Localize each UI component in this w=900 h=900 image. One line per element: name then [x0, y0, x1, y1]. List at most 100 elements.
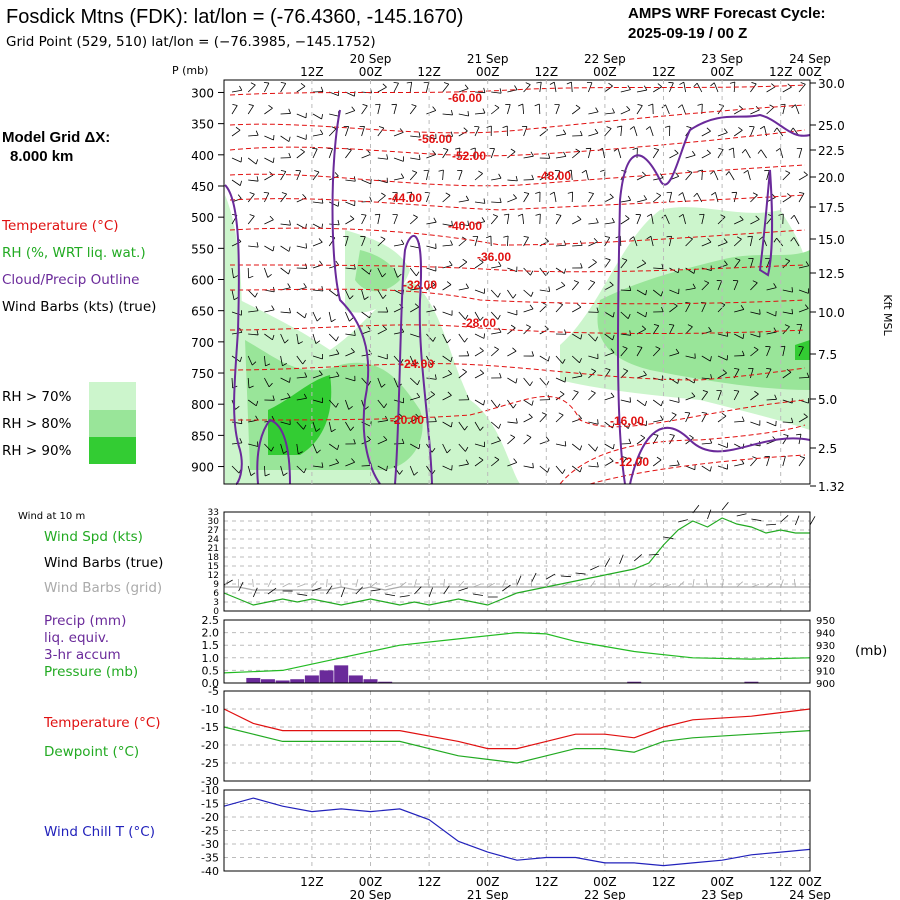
panel-frame	[223, 511, 811, 612]
wind-barb	[296, 263, 308, 269]
barb-shaft	[649, 126, 654, 137]
barb-flag	[547, 153, 551, 159]
barb-flag	[304, 263, 308, 269]
temp-contour	[229, 264, 806, 273]
wind-barb	[474, 217, 486, 225]
wind-barb	[717, 355, 728, 361]
barb-flag	[645, 311, 648, 318]
barb-flag	[512, 347, 517, 352]
barb-shaft	[329, 462, 339, 467]
barb-flag	[337, 444, 340, 450]
barb-shaft	[555, 304, 564, 313]
wind-barb	[572, 263, 583, 269]
kft-tick-label: 10.0	[818, 306, 845, 320]
barb-flag	[612, 335, 615, 341]
wind-barb	[571, 104, 581, 115]
barb-shaft	[793, 237, 800, 247]
wind-barb	[620, 330, 632, 336]
wind-barb	[409, 377, 420, 386]
barb-flag	[510, 434, 516, 438]
wind-barb	[653, 306, 664, 313]
kft-tick-label: 20.0	[818, 171, 845, 185]
barb-shaft	[717, 132, 728, 137]
barb-shaft	[280, 135, 290, 142]
barb-shaft	[474, 126, 480, 137]
wind-barb	[361, 104, 368, 115]
barb-flag	[423, 169, 429, 172]
wind-barb	[377, 83, 387, 93]
wind-barb	[312, 286, 324, 292]
barb-shaft	[522, 214, 524, 225]
precip-bar	[334, 665, 349, 683]
barb-shaft	[458, 130, 468, 137]
barb-flag	[383, 435, 388, 441]
wind-barb	[555, 267, 566, 274]
barb-flag	[660, 401, 664, 407]
barb-flag	[255, 306, 259, 311]
cross-section-frame	[223, 79, 811, 485]
wind-barb	[280, 192, 287, 203]
barb-flag	[316, 317, 322, 322]
barb-flag	[541, 412, 547, 416]
barb-shaft	[539, 240, 549, 247]
wind-barb-grid	[633, 579, 638, 588]
legend-cloud: Cloud/Precip Outline	[2, 272, 139, 288]
wind-barb	[523, 351, 534, 357]
time-label-top: 12Z	[535, 65, 559, 79]
barb-shaft	[490, 148, 495, 159]
barb-shaft	[572, 375, 583, 379]
wind-barb	[361, 178, 372, 185]
date-label-bottom: 23 Sep	[701, 888, 743, 900]
precip-tick-label: 0.5	[202, 664, 220, 677]
barb-flag	[331, 126, 337, 130]
wind-barb	[426, 150, 437, 159]
wind-barb	[604, 281, 614, 291]
barb-shaft	[442, 311, 453, 316]
barb-shaft	[248, 134, 259, 137]
barb-shaft	[345, 236, 349, 247]
barb-shaft	[328, 443, 338, 451]
rh70-swatch	[89, 382, 136, 410]
barb-flag	[606, 126, 612, 129]
barb-flag	[660, 173, 664, 179]
barb-flag	[724, 260, 728, 265]
wind-barb	[572, 303, 582, 313]
barb-shaft	[296, 113, 307, 119]
time-label-top: 12Z	[652, 65, 676, 79]
barb-shaft	[312, 355, 323, 360]
barb-flag	[629, 236, 634, 241]
wind-barb	[685, 170, 693, 181]
barb-shaft	[633, 126, 638, 137]
wind-barb	[474, 108, 486, 115]
barb-shaft	[555, 465, 563, 474]
barb-shaft	[571, 107, 581, 115]
barb-shaft	[555, 267, 565, 274]
wind-barb	[661, 104, 670, 115]
barb-shaft	[750, 194, 758, 203]
barb-shaft	[393, 157, 404, 162]
barb-shaft	[247, 215, 255, 225]
barb-shaft	[377, 399, 385, 409]
dewpoint-line	[223, 726, 811, 764]
cloud-contour	[616, 113, 811, 485]
wind-barb	[280, 245, 291, 252]
barb-shaft	[766, 331, 777, 335]
wind-barb-grid	[663, 584, 672, 588]
wind-barb	[572, 130, 583, 137]
barb-shaft	[620, 311, 629, 319]
barb-shaft	[620, 259, 628, 269]
barb-shaft	[523, 155, 534, 159]
barb-shaft	[750, 219, 760, 225]
barb-shaft	[507, 235, 509, 247]
barb-flag	[547, 356, 550, 362]
barb-flag	[280, 81, 286, 84]
barb-flag	[692, 150, 696, 156]
barb-flag	[579, 445, 583, 451]
barb-flag	[432, 150, 437, 155]
wind-barb	[327, 148, 333, 159]
temp-contour	[589, 454, 806, 485]
barb-flag	[250, 472, 256, 476]
wind-barb-10m	[794, 515, 800, 526]
p-tick-label: 400	[191, 149, 214, 163]
